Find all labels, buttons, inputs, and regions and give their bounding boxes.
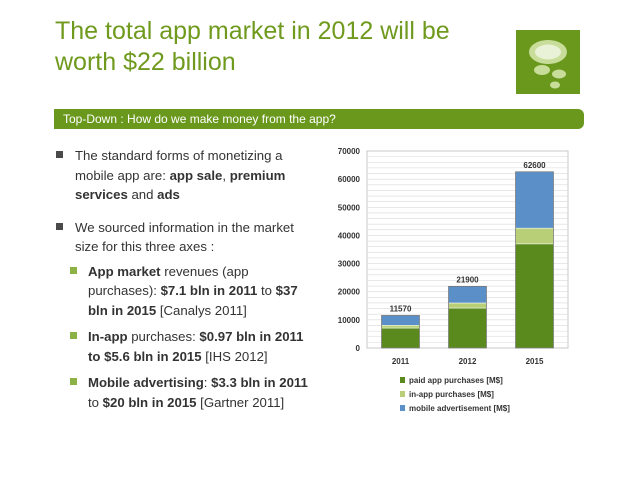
legend-swatch xyxy=(400,405,405,411)
bar-segment xyxy=(381,327,420,349)
bold-text: $0.97 bln in 2011 to $5.6 bln in 2015 xyxy=(88,329,304,364)
speech-bubble-icon xyxy=(529,40,567,89)
text: [Canalys 2011] xyxy=(156,302,247,318)
text: , xyxy=(222,167,230,183)
bold-text: $20 bln in 2015 xyxy=(102,394,197,410)
legend-entry: in-app purchases [M$] xyxy=(409,390,494,399)
subbullet-in-app: In-app purchases: $0.97 bln in 2011 to $… xyxy=(70,327,316,366)
banner-text: Top-Down : How do we make money from the… xyxy=(63,112,336,126)
subbullet-square-icon xyxy=(70,266,77,274)
data-label: 11570 xyxy=(390,304,412,313)
legend-swatch xyxy=(400,377,405,383)
bold-text: $37 bln in 2015 xyxy=(88,283,298,318)
text: We sourced information in the market siz… xyxy=(75,219,294,255)
bar-outline xyxy=(448,286,487,349)
bullet-list: The standard forms of monetizing a mobil… xyxy=(56,146,316,419)
bar-outline xyxy=(515,171,554,349)
legend-entry: mobile advertisement [M$] xyxy=(409,404,510,413)
bold-text: app sale xyxy=(169,167,223,183)
subbullet-mobile-ads: Mobile advertising: $3.3 bln in 2011 to … xyxy=(70,373,316,412)
bold-text: In-app xyxy=(88,329,128,344)
bar-segment xyxy=(515,243,554,349)
y-tick-label: 70000 xyxy=(338,147,361,156)
y-tick-label: 30000 xyxy=(338,260,361,269)
slide-title: The total app market in 2012 will be wor… xyxy=(55,17,450,76)
text: revenues (app purchases): xyxy=(88,263,249,299)
bar-segment xyxy=(448,286,487,304)
bold-text: $7.1 bln in 2011 xyxy=(160,283,258,298)
subbullet-app-market: App market revenues (app purchases): $7.… xyxy=(70,262,316,321)
bold-text: $3.3 bln in 2011 xyxy=(211,375,308,390)
bar-segment xyxy=(448,302,487,309)
legend-swatch xyxy=(400,391,405,397)
x-tick-label: 2012 xyxy=(459,357,477,366)
x-tick-label: 2011 xyxy=(392,357,410,366)
bold-text: premium services xyxy=(75,167,286,203)
bar-segment xyxy=(381,325,420,329)
subbullet-square-icon xyxy=(70,378,77,385)
data-label: 62600 xyxy=(523,161,546,170)
section-banner: Top-Down : How do we make money from the… xyxy=(54,109,584,129)
y-tick-label: 10000 xyxy=(338,316,361,325)
x-tick-label: 2015 xyxy=(526,357,544,366)
bullet-monetizing: The standard forms of monetizing a mobil… xyxy=(56,146,316,205)
data-label: 21900 xyxy=(456,275,479,284)
text: to xyxy=(257,283,276,298)
bullet-square-icon xyxy=(56,151,63,158)
bar-outline xyxy=(381,315,420,349)
y-tick-label: 50000 xyxy=(338,203,361,212)
bar-segment xyxy=(448,307,487,349)
legend-entry: paid app purchases [M$] xyxy=(409,376,503,385)
text: : xyxy=(203,375,212,390)
bar-segment xyxy=(515,227,554,245)
bar-segment xyxy=(515,171,554,229)
text: [Gartner 2011] xyxy=(196,394,285,410)
logo xyxy=(516,30,580,94)
stacked-bar-chart: 0 10000 20000 30000 40000 50000 60000 70000 1157… xyxy=(338,147,569,413)
bold-text: Mobile advertising xyxy=(88,375,204,390)
y-tick-label: 40000 xyxy=(338,231,361,240)
subbullet-square-icon xyxy=(70,332,77,339)
text: purchases: xyxy=(127,329,200,344)
text: [IHS 2012] xyxy=(201,348,268,364)
bar-segment xyxy=(381,315,420,326)
text: The standard forms of monetizing a mobil… xyxy=(75,148,283,183)
bold-text: ads xyxy=(157,187,180,202)
bullet-sources: We sourced information in the market siz… xyxy=(56,218,316,257)
bold-text: App market xyxy=(88,263,161,279)
text: and xyxy=(127,187,158,202)
text: to xyxy=(88,394,103,410)
bullet-square-icon xyxy=(56,222,63,230)
y-tick-label: 20000 xyxy=(338,288,361,297)
y-tick-label: 0 xyxy=(356,344,361,353)
y-tick-label: 60000 xyxy=(338,175,361,184)
